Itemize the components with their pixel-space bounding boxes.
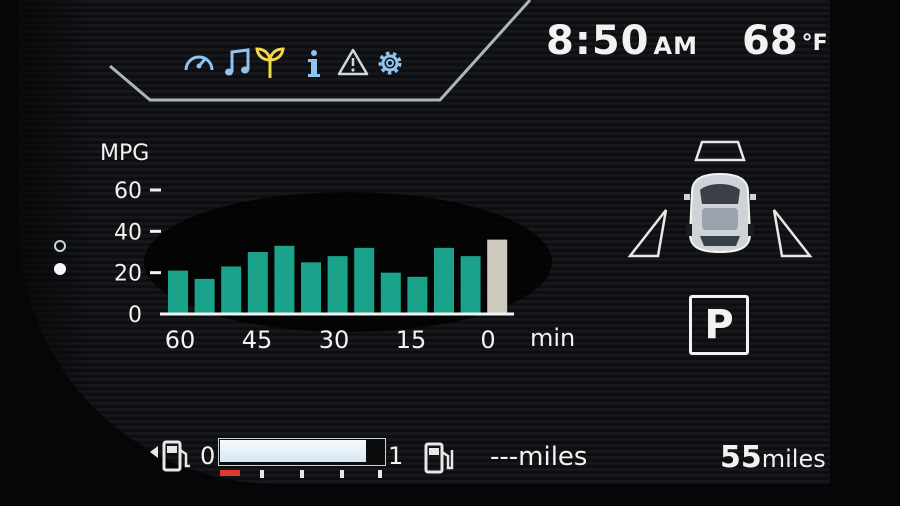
chart-bar bbox=[194, 278, 215, 314]
chart-ytick-label: 20 bbox=[114, 262, 142, 287]
chart-bar bbox=[354, 247, 375, 314]
menu-tab-outline bbox=[109, 0, 532, 102]
gauge-tick bbox=[378, 470, 382, 478]
warning-icon[interactable] bbox=[336, 44, 370, 82]
chart-bars bbox=[168, 239, 508, 314]
chart-xtick-label: 30 bbox=[319, 326, 350, 354]
chart-bar bbox=[221, 266, 242, 314]
chart-ytick-label: 0 bbox=[128, 303, 142, 328]
page-dot-1[interactable] bbox=[54, 240, 66, 252]
chart-xtick-label: 60 bbox=[165, 326, 196, 354]
gauge-low-marker bbox=[220, 470, 240, 476]
gauge-max-label: 1 bbox=[388, 442, 404, 470]
range-right-unit: miles bbox=[761, 445, 826, 473]
chart-bar bbox=[168, 270, 188, 314]
panel-shade bbox=[0, 0, 90, 484]
page-indicator[interactable] bbox=[52, 240, 68, 280]
chart-bar bbox=[380, 272, 401, 314]
range-right-number: 55 bbox=[720, 440, 762, 475]
info-icon[interactable] bbox=[298, 44, 332, 82]
chart-yaxis: 0 20 40 60 bbox=[114, 179, 161, 328]
range-left-value: ---miles bbox=[490, 442, 588, 472]
mpg-chart: MPG 0 20 40 60 60 45 30 15 0 min bbox=[100, 141, 575, 354]
fuel-pump-left-icon bbox=[150, 440, 190, 472]
page-dot-2-active[interactable] bbox=[54, 263, 66, 275]
clock-time: 8:50 bbox=[546, 18, 650, 64]
temperature-value: 68 bbox=[742, 18, 798, 64]
chart-xlabel: min bbox=[530, 324, 575, 352]
chart-xtick-label: 15 bbox=[396, 326, 427, 354]
chart-ytick-label: 40 bbox=[114, 220, 142, 245]
range-bar: 0 1 ---miles 55miles bbox=[0, 430, 900, 490]
chart-bar bbox=[460, 256, 481, 314]
chart-bar bbox=[274, 245, 295, 314]
chart-bar bbox=[407, 276, 428, 314]
front-sensor-zone-icon bbox=[694, 140, 746, 162]
gauge-min-label: 0 bbox=[200, 442, 216, 470]
chart-bar bbox=[247, 252, 268, 314]
chart-bar bbox=[327, 256, 348, 314]
chart-xtick-label: 0 bbox=[480, 326, 495, 354]
music-note-icon[interactable] bbox=[222, 44, 256, 82]
temperature-unit: °F bbox=[801, 31, 828, 56]
eco-leaf-icon[interactable] bbox=[253, 44, 287, 82]
settings-gear-icon[interactable] bbox=[373, 44, 407, 82]
range-gauge-ticks bbox=[218, 468, 388, 478]
gauge-tick bbox=[300, 470, 304, 478]
chart-bar-current bbox=[487, 239, 508, 314]
chart-xaxis: 60 45 30 15 0 bbox=[165, 326, 496, 354]
chart-ytick-label: 60 bbox=[114, 179, 142, 204]
clock-ampm: AM bbox=[653, 32, 698, 60]
chart-bar bbox=[434, 247, 454, 314]
clock: 8:50 AM bbox=[546, 18, 698, 64]
right-sensor-zone-icon bbox=[772, 209, 813, 258]
gauge-tick bbox=[340, 470, 344, 478]
park-indicator: P bbox=[689, 295, 749, 355]
range-gauge-fill bbox=[220, 440, 366, 462]
car-top-view-icon bbox=[684, 172, 756, 254]
chart-bar bbox=[301, 262, 321, 314]
left-sensor-zone-icon bbox=[627, 209, 668, 258]
outside-temperature: 68 °F bbox=[742, 18, 828, 64]
range-right-value: 55miles bbox=[720, 440, 826, 475]
chart-ylabel: MPG bbox=[100, 141, 149, 166]
vehicle-status-graphic bbox=[627, 140, 813, 258]
gauge-tick bbox=[260, 470, 264, 478]
speedometer-icon[interactable] bbox=[182, 44, 216, 82]
chart-xtick-label: 45 bbox=[242, 326, 273, 354]
fuel-pump-icon bbox=[424, 442, 454, 474]
